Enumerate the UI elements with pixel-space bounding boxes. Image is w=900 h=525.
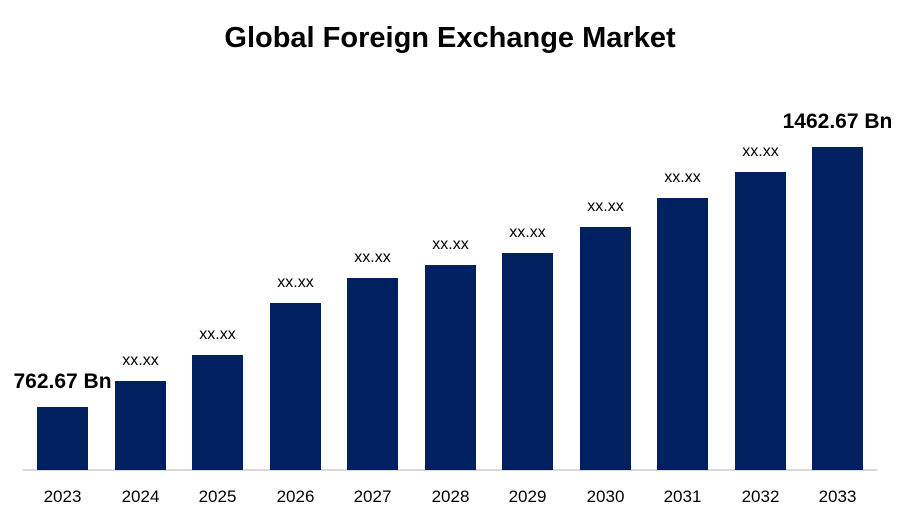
x-tick-label: 2027 [353, 487, 392, 506]
bar [270, 303, 321, 470]
bar-value-label: xx.xx [587, 198, 624, 215]
bar-group-2031: xx.xx 2031 [657, 0, 708, 525]
chart-title: Global Foreign Exchange Market [224, 22, 676, 54]
bar-group-2023: 762.67 Bn 2023 [13, 0, 111, 525]
bar-group-2030: xx.xx 2030 [580, 0, 631, 525]
bar-group-2029: xx.xx 2029 [502, 0, 553, 525]
x-tick-label: 2029 [508, 487, 547, 506]
bar-group-2024: xx.xx 2024 [115, 0, 166, 525]
bar [115, 381, 166, 470]
x-tick-label: 2031 [663, 487, 702, 506]
x-tick-label: 2025 [198, 487, 237, 506]
bar [502, 253, 553, 470]
bar-value-label: xx.xx [509, 224, 546, 241]
bar [37, 407, 88, 470]
bar-value-label: xx.xx [199, 326, 236, 343]
x-tick-label: 2030 [586, 487, 625, 506]
bar-group-2027: xx.xx 2027 [347, 0, 398, 525]
bar [812, 147, 863, 470]
bar [580, 227, 631, 470]
bar-value-label: xx.xx [742, 143, 779, 160]
bar-group-2026: xx.xx 2026 [270, 0, 321, 525]
bar-group-2028: xx.xx 2028 [425, 0, 476, 525]
bar-value-label: 1462.67 Bn [782, 110, 893, 133]
x-tick-label: 2033 [818, 487, 857, 506]
bar [735, 172, 786, 470]
bar-value-label: xx.xx [664, 169, 701, 186]
bar [192, 355, 243, 470]
x-tick-label: 2024 [121, 487, 160, 506]
x-tick-label: 2026 [276, 487, 315, 506]
x-tick-label: 2023 [43, 487, 82, 506]
bar [425, 265, 476, 470]
x-tick-label: 2032 [741, 487, 780, 506]
bar-value-label: xx.xx [432, 236, 469, 253]
bar [347, 278, 398, 470]
bar-value-label: xx.xx [122, 352, 159, 369]
bar-group-2025: xx.xx 2025 [192, 0, 243, 525]
bar-value-label: xx.xx [354, 249, 391, 266]
x-tick-label: 2028 [431, 487, 470, 506]
bar [657, 198, 708, 470]
x-axis-line [23, 469, 877, 471]
bar-group-2032: xx.xx 2032 [735, 0, 786, 525]
bar-group-2033: 1462.67 Bn 2033 [783, 0, 893, 525]
bar-value-label: xx.xx [277, 274, 314, 291]
bar-value-label: 762.67 Bn [13, 370, 112, 393]
